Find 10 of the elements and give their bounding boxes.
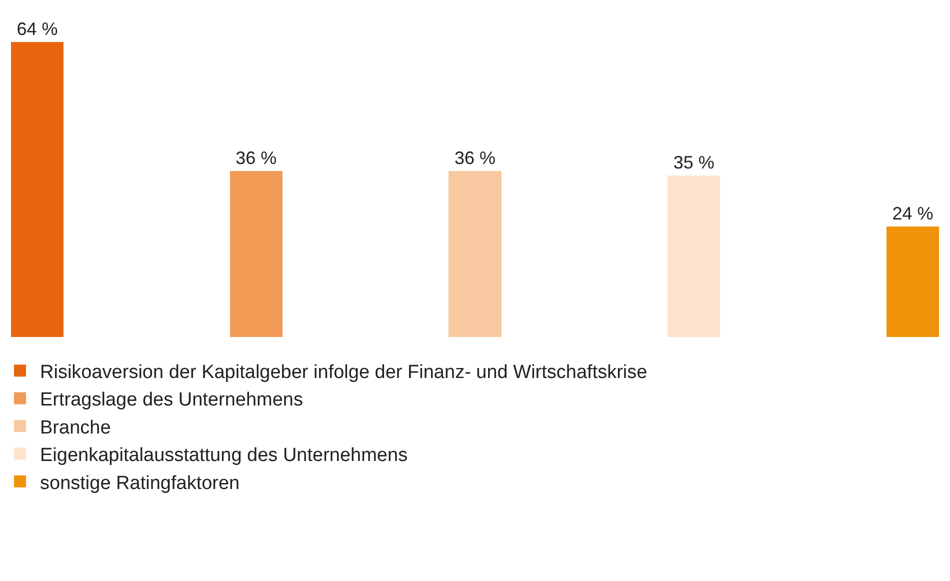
legend-label: Eigenkapitalausstattung des Unternehmens bbox=[40, 445, 408, 466]
legend-label: sonstige Ratingfaktoren bbox=[40, 472, 240, 494]
legend-label: Ertragslage des Unternehmens bbox=[40, 390, 303, 411]
data-label: 24 % bbox=[892, 203, 934, 224]
data-label: 64 % bbox=[16, 19, 58, 39]
legend-label: Branche bbox=[40, 417, 111, 438]
data-label: 36 % bbox=[454, 148, 496, 168]
data-label: 35 % bbox=[673, 152, 714, 173]
legend-label: Risikoaversion der Kapitalgeber infolge der Finanz- und Wirtschaftskrise bbox=[40, 362, 648, 384]
data-label: 36 % bbox=[236, 148, 277, 168]
